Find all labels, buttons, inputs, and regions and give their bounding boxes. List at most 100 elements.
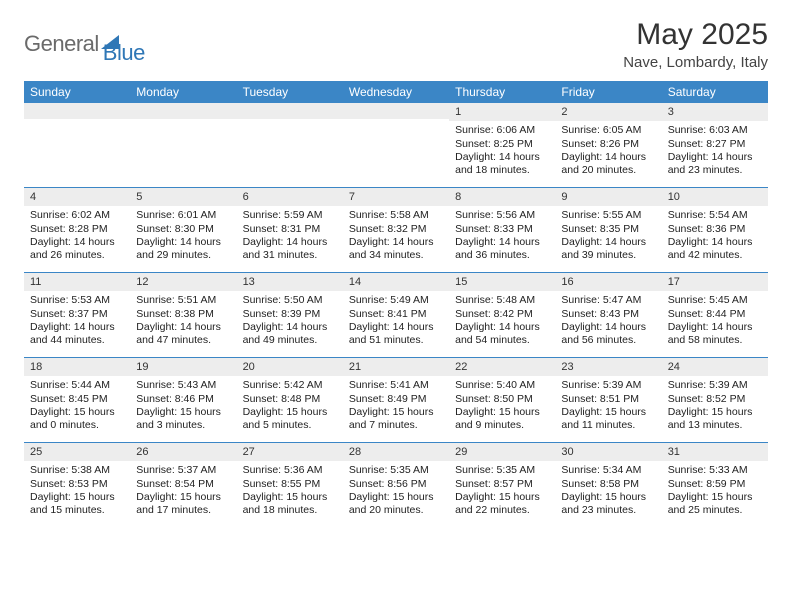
day-body: Sunrise: 5:42 AMSunset: 8:48 PMDaylight:… bbox=[237, 376, 343, 433]
day-number: 19 bbox=[130, 358, 236, 376]
day-number: 5 bbox=[130, 188, 236, 206]
weekday-header-cell: Monday bbox=[130, 81, 236, 103]
day-cell: 24Sunrise: 5:39 AMSunset: 8:52 PMDayligh… bbox=[662, 358, 768, 442]
day-cell: 18Sunrise: 5:44 AMSunset: 8:45 PMDayligh… bbox=[24, 358, 130, 442]
day-body: Sunrise: 5:53 AMSunset: 8:37 PMDaylight:… bbox=[24, 291, 130, 348]
sunrise-text: Sunrise: 5:39 AM bbox=[561, 379, 655, 392]
day-number: 9 bbox=[555, 188, 661, 206]
sunset-text: Sunset: 8:36 PM bbox=[668, 223, 762, 236]
daylight-text: Daylight: 15 hours and 0 minutes. bbox=[30, 406, 124, 433]
sunset-text: Sunset: 8:59 PM bbox=[668, 478, 762, 491]
week-row: 4Sunrise: 6:02 AMSunset: 8:28 PMDaylight… bbox=[24, 188, 768, 273]
sunset-text: Sunset: 8:35 PM bbox=[561, 223, 655, 236]
sunrise-text: Sunrise: 5:36 AM bbox=[243, 464, 337, 477]
day-cell: 27Sunrise: 5:36 AMSunset: 8:55 PMDayligh… bbox=[237, 443, 343, 527]
day-body: Sunrise: 5:49 AMSunset: 8:41 PMDaylight:… bbox=[343, 291, 449, 348]
daylight-text: Daylight: 14 hours and 51 minutes. bbox=[349, 321, 443, 348]
sunrise-text: Sunrise: 5:35 AM bbox=[349, 464, 443, 477]
day-body: Sunrise: 5:50 AMSunset: 8:39 PMDaylight:… bbox=[237, 291, 343, 348]
day-body: Sunrise: 5:56 AMSunset: 8:33 PMDaylight:… bbox=[449, 206, 555, 263]
sunset-text: Sunset: 8:54 PM bbox=[136, 478, 230, 491]
day-number bbox=[24, 103, 130, 119]
day-body: Sunrise: 5:34 AMSunset: 8:58 PMDaylight:… bbox=[555, 461, 661, 518]
day-number: 27 bbox=[237, 443, 343, 461]
day-cell: 19Sunrise: 5:43 AMSunset: 8:46 PMDayligh… bbox=[130, 358, 236, 442]
day-number: 24 bbox=[662, 358, 768, 376]
sunrise-text: Sunrise: 5:34 AM bbox=[561, 464, 655, 477]
day-cell-empty bbox=[24, 103, 130, 187]
sunrise-text: Sunrise: 5:53 AM bbox=[30, 294, 124, 307]
sunset-text: Sunset: 8:26 PM bbox=[561, 138, 655, 151]
day-cell: 14Sunrise: 5:49 AMSunset: 8:41 PMDayligh… bbox=[343, 273, 449, 357]
day-body: Sunrise: 5:45 AMSunset: 8:44 PMDaylight:… bbox=[662, 291, 768, 348]
day-body: Sunrise: 5:37 AMSunset: 8:54 PMDaylight:… bbox=[130, 461, 236, 518]
day-cell: 1Sunrise: 6:06 AMSunset: 8:25 PMDaylight… bbox=[449, 103, 555, 187]
sunset-text: Sunset: 8:38 PM bbox=[136, 308, 230, 321]
day-number: 30 bbox=[555, 443, 661, 461]
week-row: 25Sunrise: 5:38 AMSunset: 8:53 PMDayligh… bbox=[24, 443, 768, 527]
sunrise-text: Sunrise: 6:05 AM bbox=[561, 124, 655, 137]
day-cell-empty bbox=[130, 103, 236, 187]
sunset-text: Sunset: 8:57 PM bbox=[455, 478, 549, 491]
daylight-text: Daylight: 15 hours and 22 minutes. bbox=[455, 491, 549, 518]
day-body: Sunrise: 5:54 AMSunset: 8:36 PMDaylight:… bbox=[662, 206, 768, 263]
logo: General Blue bbox=[24, 18, 145, 66]
daylight-text: Daylight: 15 hours and 11 minutes. bbox=[561, 406, 655, 433]
day-body: Sunrise: 6:06 AMSunset: 8:25 PMDaylight:… bbox=[449, 121, 555, 178]
day-body: Sunrise: 5:48 AMSunset: 8:42 PMDaylight:… bbox=[449, 291, 555, 348]
day-body: Sunrise: 5:41 AMSunset: 8:49 PMDaylight:… bbox=[343, 376, 449, 433]
sunrise-text: Sunrise: 5:55 AM bbox=[561, 209, 655, 222]
daylight-text: Daylight: 15 hours and 18 minutes. bbox=[243, 491, 337, 518]
day-body: Sunrise: 5:36 AMSunset: 8:55 PMDaylight:… bbox=[237, 461, 343, 518]
daylight-text: Daylight: 15 hours and 7 minutes. bbox=[349, 406, 443, 433]
daylight-text: Daylight: 14 hours and 58 minutes. bbox=[668, 321, 762, 348]
day-number: 17 bbox=[662, 273, 768, 291]
daylight-text: Daylight: 15 hours and 5 minutes. bbox=[243, 406, 337, 433]
daylight-text: Daylight: 15 hours and 20 minutes. bbox=[349, 491, 443, 518]
sunrise-text: Sunrise: 5:49 AM bbox=[349, 294, 443, 307]
day-cell-empty bbox=[237, 103, 343, 187]
sunset-text: Sunset: 8:48 PM bbox=[243, 393, 337, 406]
sunset-text: Sunset: 8:42 PM bbox=[455, 308, 549, 321]
day-number: 25 bbox=[24, 443, 130, 461]
weekday-header-cell: Sunday bbox=[24, 81, 130, 103]
day-cell: 30Sunrise: 5:34 AMSunset: 8:58 PMDayligh… bbox=[555, 443, 661, 527]
day-cell: 31Sunrise: 5:33 AMSunset: 8:59 PMDayligh… bbox=[662, 443, 768, 527]
sunset-text: Sunset: 8:49 PM bbox=[349, 393, 443, 406]
weekday-header-cell: Thursday bbox=[449, 81, 555, 103]
day-cell: 5Sunrise: 6:01 AMSunset: 8:30 PMDaylight… bbox=[130, 188, 236, 272]
day-number: 12 bbox=[130, 273, 236, 291]
sunset-text: Sunset: 8:52 PM bbox=[668, 393, 762, 406]
daylight-text: Daylight: 15 hours and 25 minutes. bbox=[668, 491, 762, 518]
day-cell: 12Sunrise: 5:51 AMSunset: 8:38 PMDayligh… bbox=[130, 273, 236, 357]
daylight-text: Daylight: 14 hours and 31 minutes. bbox=[243, 236, 337, 263]
sunrise-text: Sunrise: 5:48 AM bbox=[455, 294, 549, 307]
day-number: 2 bbox=[555, 103, 661, 121]
sunrise-text: Sunrise: 5:54 AM bbox=[668, 209, 762, 222]
day-cell: 9Sunrise: 5:55 AMSunset: 8:35 PMDaylight… bbox=[555, 188, 661, 272]
day-cell: 15Sunrise: 5:48 AMSunset: 8:42 PMDayligh… bbox=[449, 273, 555, 357]
daylight-text: Daylight: 14 hours and 29 minutes. bbox=[136, 236, 230, 263]
day-number: 29 bbox=[449, 443, 555, 461]
day-number: 26 bbox=[130, 443, 236, 461]
sunrise-text: Sunrise: 5:50 AM bbox=[243, 294, 337, 307]
day-cell: 23Sunrise: 5:39 AMSunset: 8:51 PMDayligh… bbox=[555, 358, 661, 442]
sunrise-text: Sunrise: 5:56 AM bbox=[455, 209, 549, 222]
sunset-text: Sunset: 8:58 PM bbox=[561, 478, 655, 491]
daylight-text: Daylight: 15 hours and 23 minutes. bbox=[561, 491, 655, 518]
day-cell: 25Sunrise: 5:38 AMSunset: 8:53 PMDayligh… bbox=[24, 443, 130, 527]
day-cell: 6Sunrise: 5:59 AMSunset: 8:31 PMDaylight… bbox=[237, 188, 343, 272]
day-number: 18 bbox=[24, 358, 130, 376]
day-number: 14 bbox=[343, 273, 449, 291]
sunrise-text: Sunrise: 5:42 AM bbox=[243, 379, 337, 392]
day-body: Sunrise: 5:39 AMSunset: 8:52 PMDaylight:… bbox=[662, 376, 768, 433]
day-cell: 21Sunrise: 5:41 AMSunset: 8:49 PMDayligh… bbox=[343, 358, 449, 442]
week-row: 18Sunrise: 5:44 AMSunset: 8:45 PMDayligh… bbox=[24, 358, 768, 443]
day-number bbox=[130, 103, 236, 119]
day-number: 28 bbox=[343, 443, 449, 461]
daylight-text: Daylight: 14 hours and 56 minutes. bbox=[561, 321, 655, 348]
day-body: Sunrise: 6:03 AMSunset: 8:27 PMDaylight:… bbox=[662, 121, 768, 178]
day-body: Sunrise: 6:02 AMSunset: 8:28 PMDaylight:… bbox=[24, 206, 130, 263]
day-cell: 20Sunrise: 5:42 AMSunset: 8:48 PMDayligh… bbox=[237, 358, 343, 442]
day-cell: 13Sunrise: 5:50 AMSunset: 8:39 PMDayligh… bbox=[237, 273, 343, 357]
